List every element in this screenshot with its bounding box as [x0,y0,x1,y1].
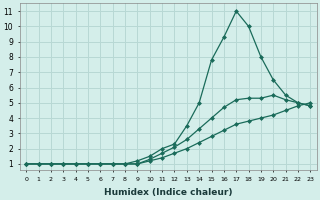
X-axis label: Humidex (Indice chaleur): Humidex (Indice chaleur) [104,188,233,197]
